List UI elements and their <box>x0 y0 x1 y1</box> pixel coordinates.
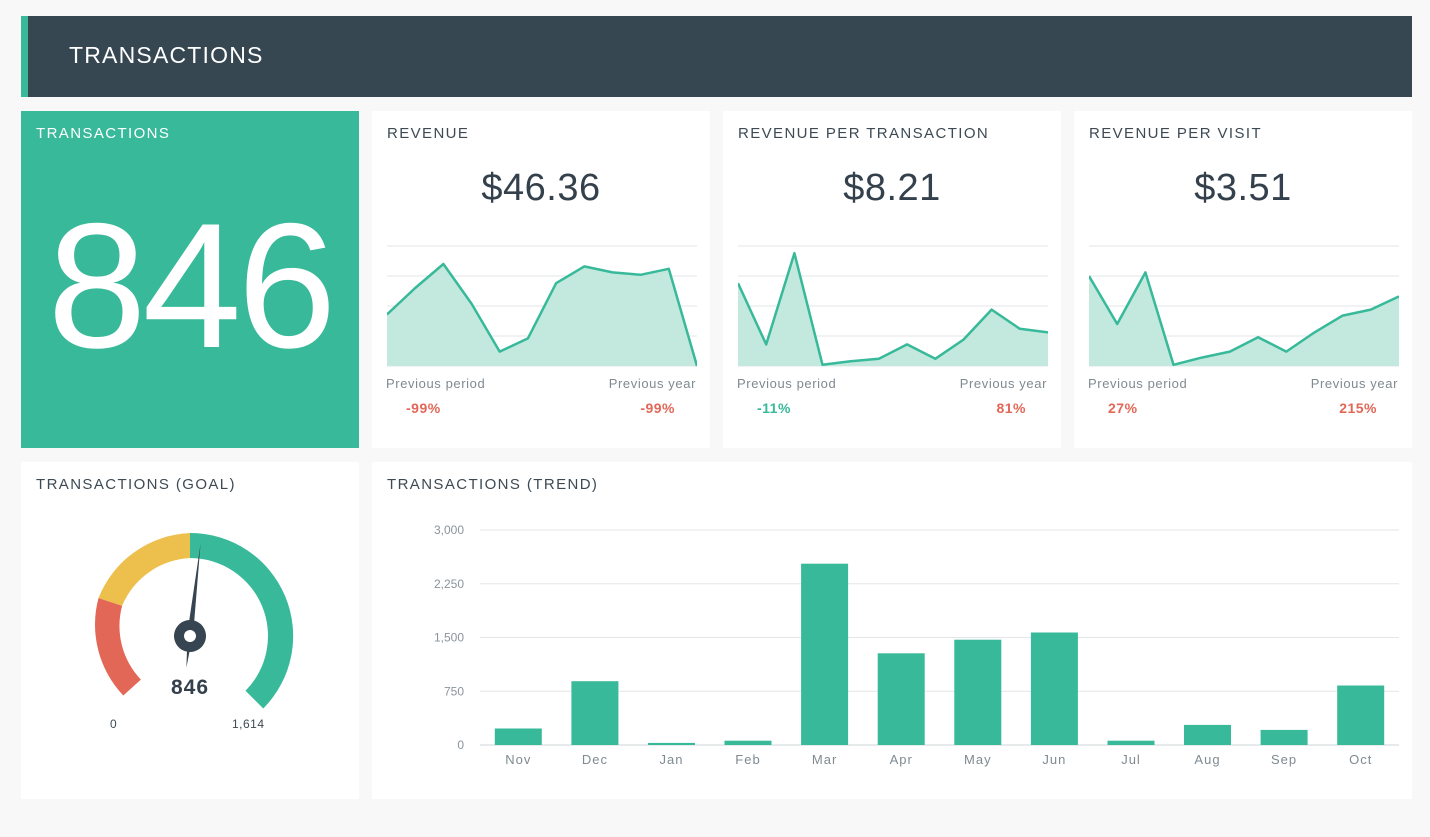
bar-nov[interactable] <box>494 728 542 746</box>
bar-mar[interactable] <box>801 563 849 745</box>
revenue-per-transaction-card[interactable]: REVENUE PER TRANSACTION $8.21 Previous p… <box>723 111 1061 448</box>
gauge-red-segment <box>95 598 141 696</box>
gauge-yellow-segment <box>98 533 190 606</box>
transactions-goal-gauge <box>95 532 294 709</box>
revenue-prev-year-label: Previous year <box>608 376 696 391</box>
sparkline-line <box>1089 271 1399 367</box>
sparkline-area <box>738 253 1048 366</box>
rpv-prev-period-label: Previous period <box>1088 376 1188 391</box>
bar-dec[interactable] <box>571 681 619 745</box>
revenue-per-visit-card[interactable]: REVENUE PER VISIT $3.51 Previous period … <box>1074 111 1412 448</box>
sparkline-line <box>738 251 1048 367</box>
sparkline-area <box>387 264 697 366</box>
transactions-goal-card[interactable]: TRANSACTIONS (GOAL) 846 0 1,614 <box>21 462 359 799</box>
transactions-card-title: TRANSACTIONS <box>36 125 171 142</box>
revenue-card-title: REVENUE <box>387 125 470 142</box>
bar-aug[interactable] <box>1184 724 1231 745</box>
revenue-prev-period-label: Previous period <box>386 376 486 391</box>
bar-jul[interactable] <box>1107 740 1155 745</box>
gauge-needle <box>174 543 206 668</box>
bar-jun[interactable] <box>1030 632 1078 746</box>
sparkline-line <box>387 262 697 367</box>
transactions-trend-chart: 0 750 1,500 2,250 3,000 Nov Dec Jan Feb Mar Apr May… <box>434 523 1399 767</box>
transactions-card[interactable]: TRANSACTIONS 846 <box>21 111 359 448</box>
x-tick-label: Oct <box>1349 752 1372 767</box>
bar-may[interactable] <box>954 639 1002 745</box>
x-tick-label: May <box>964 752 992 767</box>
x-tick-label: Feb <box>735 752 760 767</box>
x-tick-label: Jun <box>1042 752 1066 767</box>
bar-jan[interactable] <box>648 742 695 745</box>
revenue-per-visit-sparkline <box>1089 245 1399 367</box>
x-tick-label: Jan <box>660 752 684 767</box>
y-tick-label: 2,250 <box>434 577 464 591</box>
gauge-green-segment <box>190 532 294 709</box>
y-tick-label: 750 <box>444 684 464 698</box>
rpv-prev-year-value: 215% <box>1339 400 1377 416</box>
rpv-prev-period-value: 27% <box>1108 400 1138 416</box>
x-tick-label: Aug <box>1194 752 1220 767</box>
revenue-prev-period-value: -99% <box>406 400 441 416</box>
transactions-goal-title: TRANSACTIONS (GOAL) <box>36 476 236 493</box>
revenue-per-transaction-card-title: REVENUE PER TRANSACTION <box>738 125 990 142</box>
x-tick-label: Mar <box>812 752 837 767</box>
transactions-trend-title: TRANSACTIONS (TREND) <box>387 476 599 493</box>
revenue-per-visit-value: $3.51 <box>1194 167 1292 209</box>
y-tick-label: 3,000 <box>434 523 464 537</box>
revenue-value: $46.36 <box>481 167 601 209</box>
bar-oct[interactable] <box>1337 685 1385 746</box>
x-tick-label: Nov <box>505 752 531 767</box>
bar-feb[interactable] <box>724 740 772 745</box>
revenue-per-transaction-value: $8.21 <box>843 167 941 209</box>
rpt-prev-period-value: -11% <box>757 400 791 416</box>
revenue-prev-year-value: -99% <box>640 400 675 416</box>
rpv-prev-year-label: Previous year <box>1310 376 1398 391</box>
revenue-card[interactable]: REVENUE $46.36 Previous period Previous … <box>372 111 710 448</box>
rpt-prev-year-label: Previous year <box>959 376 1047 391</box>
rpt-prev-period-label: Previous period <box>737 376 837 391</box>
transactions-trend-card[interactable]: TRANSACTIONS (TREND) 0 750 1,500 2,250 3,000… <box>372 462 1412 799</box>
gauge-min-label: 0 <box>110 717 117 731</box>
x-tick-label: Dec <box>582 752 608 767</box>
bar-sep[interactable] <box>1260 729 1308 745</box>
page-title: TRANSACTIONS <box>69 42 264 68</box>
y-tick-label: 0 <box>457 738 464 752</box>
x-tick-label: Apr <box>890 752 913 767</box>
revenue-per-visit-card-title: REVENUE PER VISIT <box>1089 125 1263 142</box>
y-tick-label: 1,500 <box>434 631 464 645</box>
gauge-max-label: 1,614 <box>232 717 265 731</box>
bar-apr[interactable] <box>877 653 925 745</box>
rpt-prev-year-value: 81% <box>996 400 1026 416</box>
dashboard-header: TRANSACTIONS <box>21 16 1412 97</box>
x-tick-label: Jul <box>1121 752 1141 767</box>
revenue-per-transaction-sparkline <box>738 245 1048 367</box>
x-tick-label: Sep <box>1271 752 1297 767</box>
sparkline-area <box>1089 272 1399 366</box>
header-accent-bar <box>21 16 28 97</box>
gauge-value: 846 <box>170 676 210 699</box>
revenue-sparkline <box>387 245 697 367</box>
transactions-value: 846 <box>47 186 337 385</box>
